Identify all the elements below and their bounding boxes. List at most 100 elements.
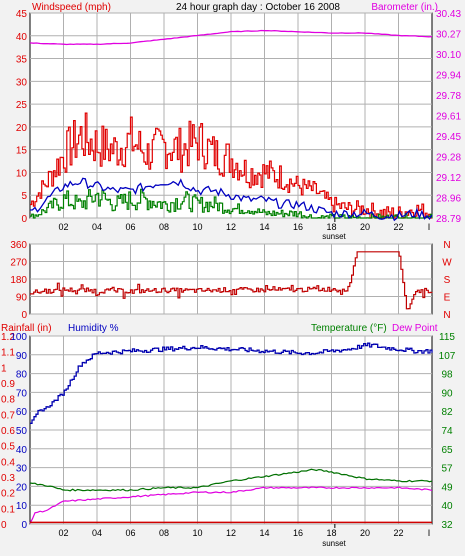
wind-y-tick-label: 45 <box>16 9 28 20</box>
series-line-temperature <box>29 468 433 492</box>
rainfall-tick-label: 0.3 <box>1 473 15 484</box>
x-tick-label: 12 <box>226 528 236 538</box>
rainfall-tick-label: 0.7 <box>1 410 15 421</box>
compass-label: N <box>443 240 450 251</box>
barometer-tick-label: 30.43 <box>436 9 461 20</box>
wind-y-tick-label: 5 <box>21 191 27 202</box>
temperature-tick-label: 49 <box>441 482 453 493</box>
barometer-tick-label: 29.94 <box>436 71 461 82</box>
humidity-tick-label: 70 <box>16 388 28 399</box>
x-tick-label: 20 <box>360 528 370 538</box>
wind-y-tick-label: 20 <box>16 123 28 134</box>
rainfall-tick-label: 0.6 <box>1 426 15 437</box>
rainfall-label: Rainfall (in) <box>1 323 52 334</box>
rainfall-tick-label: 1.1 <box>1 348 15 359</box>
x-tick-label: I <box>428 222 431 232</box>
series-line-wind-gust <box>30 112 432 219</box>
left-axis-title: Windspeed (mph) <box>32 2 111 13</box>
humidity-tick-label: 0 <box>21 520 27 531</box>
barometer-tick-label: 29.45 <box>436 132 461 143</box>
temperature-tick-label: 65 <box>441 445 453 456</box>
wind-y-tick-label: 25 <box>16 100 28 111</box>
humidity-tick-label: 20 <box>16 482 28 493</box>
rainfall-tick-label: 1.2 <box>1 332 15 343</box>
temperature-label: Temperature (°F) <box>311 323 387 334</box>
series-line-wind-direction <box>30 251 433 310</box>
wind-y-tick-label: 0 <box>21 214 27 225</box>
compass-label: S <box>444 275 451 286</box>
rainfall-tick-label: 0.2 <box>1 489 15 500</box>
series-line-wind-minimum <box>30 188 433 219</box>
compass-label: W <box>442 258 452 269</box>
right-axis-title: Barometer (in.) <box>371 2 438 13</box>
humidity-tick-label: 50 <box>16 426 28 437</box>
rainfall-tick-label: 0.8 <box>1 395 15 406</box>
rainfall-tick-label: 0 <box>1 520 7 531</box>
wind-y-tick-label: 15 <box>16 146 28 157</box>
x-tick-label: 22 <box>393 222 403 232</box>
x-tick-label: 18 <box>326 528 336 538</box>
temperature-tick-label: 90 <box>441 388 453 399</box>
series-line-wind-average <box>29 177 433 222</box>
x-tick-label: 14 <box>259 222 269 232</box>
chart-marks: 02 04 06 08 10 12 14 16 18 20 22 I02 04 06 08 10 12 14 16 1… <box>1 9 461 538</box>
wind-y-tick-label: 10 <box>16 168 28 179</box>
x-tick-label: 18 <box>326 222 336 232</box>
x-tick-label: 08 <box>159 222 169 232</box>
x-tick-label: 16 <box>293 222 303 232</box>
temperature-tick-label: 40 <box>441 501 453 512</box>
barometer-tick-label: 30.27 <box>436 30 461 41</box>
x-tick-label: I <box>428 528 431 538</box>
direction-y-tick-label: 0 <box>21 310 27 321</box>
compass-label: E <box>444 293 451 304</box>
humidity-tick-label: 10 <box>16 501 28 512</box>
series-line-dew-point <box>29 486 433 524</box>
direction-y-tick-label: 180 <box>10 275 27 286</box>
temperature-tick-label: 107 <box>439 351 456 362</box>
series-line-barometer <box>29 29 433 46</box>
humidity-tick-label: 90 <box>16 351 28 362</box>
x-tick-label: 22 <box>393 528 403 538</box>
temperature-tick-label: 57 <box>441 464 453 475</box>
rainfall-tick-label: 0.4 <box>1 457 15 468</box>
series-line-humidity <box>30 342 433 424</box>
x-tick-label: 14 <box>259 528 269 538</box>
barometer-tick-label: 28.96 <box>436 194 461 205</box>
wind-y-tick-label: 40 <box>16 32 28 43</box>
barometer-tick-label: 28.79 <box>436 214 461 225</box>
sunset-label-top: sunset <box>322 232 346 241</box>
x-tick-label: 10 <box>192 528 202 538</box>
chart-title: 24 hour graph day : October 16 2008 <box>176 2 340 13</box>
compass-label: N <box>443 310 450 321</box>
sunset-label-bottom: sunset <box>322 539 346 548</box>
rainfall-tick-label: 0.5 <box>1 442 15 453</box>
direction-y-tick-label: 360 <box>10 240 27 251</box>
x-tick-label: 02 <box>58 222 68 232</box>
humidity-label: Humidity % <box>68 323 119 334</box>
rainfall-tick-label: 0.1 <box>1 504 15 515</box>
x-tick-label: 20 <box>360 222 370 232</box>
x-tick-label: 04 <box>92 528 102 538</box>
barometer-tick-label: 29.12 <box>436 173 461 184</box>
wind-y-tick-label: 30 <box>16 77 28 88</box>
humidity-tick-label: 60 <box>16 407 28 418</box>
rainfall-tick-label: 0.9 <box>1 379 15 390</box>
x-tick-label: 04 <box>92 222 102 232</box>
humidity-tick-label: 100 <box>10 332 27 343</box>
x-tick-label: 06 <box>125 528 135 538</box>
humidity-tick-label: 40 <box>16 445 28 456</box>
humidity-tick-label: 30 <box>16 464 28 475</box>
x-tick-label: 16 <box>293 528 303 538</box>
temperature-tick-label: 32 <box>441 520 453 531</box>
direction-y-tick-label: 270 <box>10 258 27 269</box>
temperature-tick-label: 115 <box>439 332 455 343</box>
direction-y-tick-label: 90 <box>16 293 28 304</box>
x-tick-label: 08 <box>159 528 169 538</box>
x-tick-label: 06 <box>125 222 135 232</box>
temperature-tick-label: 74 <box>441 426 453 437</box>
x-tick-label: 02 <box>58 528 68 538</box>
dew-point-label: Dew Point <box>392 323 438 334</box>
temperature-tick-label: 98 <box>441 370 453 381</box>
barometer-tick-label: 29.78 <box>436 91 461 102</box>
